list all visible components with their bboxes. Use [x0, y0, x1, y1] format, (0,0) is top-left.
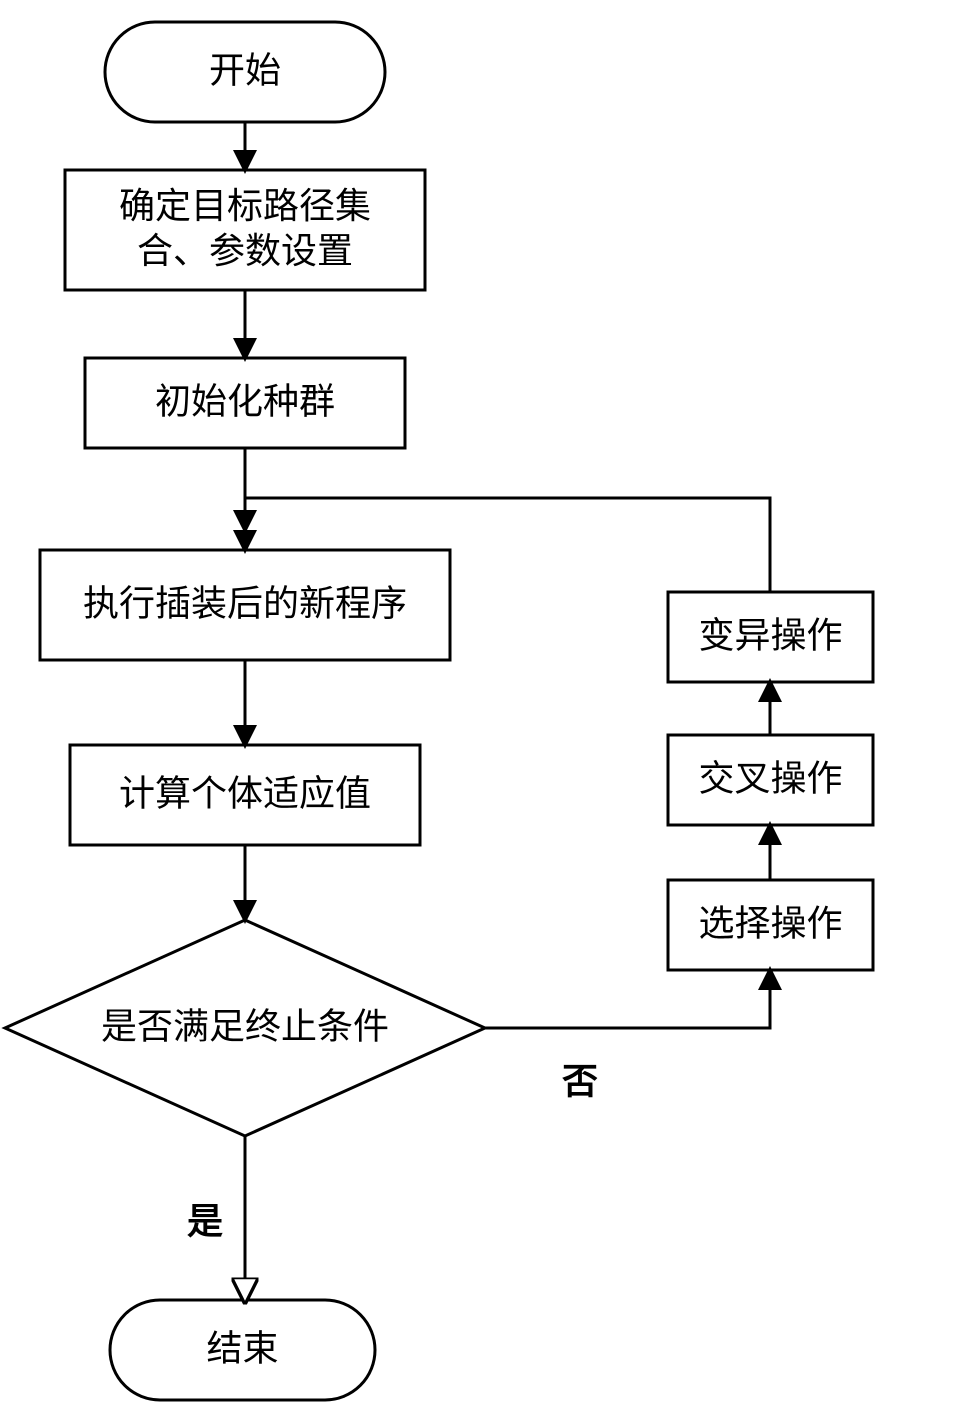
node-label: 选择操作	[698, 903, 842, 943]
node-label: 变异操作	[698, 615, 842, 655]
flowchart-svg: 开始确定目标路径集合、参数设置初始化种群执行插装后的新程序计算个体适应值是否满足…	[0, 0, 973, 1423]
edge-label: 否	[562, 1061, 598, 1101]
node-label: 计算个体适应值	[119, 773, 371, 813]
node-label: 开始	[209, 50, 281, 90]
node-initpop: 初始化种群	[85, 358, 405, 448]
node-setpath: 确定目标路径集合、参数设置	[65, 170, 425, 290]
node-fitness: 计算个体适应值	[70, 745, 420, 845]
edge-decision-select	[485, 970, 770, 1028]
node-label: 执行插装后的新程序	[83, 583, 407, 623]
nodes-group: 开始确定目标路径集合、参数设置初始化种群执行插装后的新程序计算个体适应值是否满足…	[5, 22, 873, 1400]
node-execprog: 执行插装后的新程序	[40, 550, 450, 660]
node-label: 是否满足终止条件	[101, 1006, 389, 1046]
node-label-line: 确定目标路径集	[119, 186, 371, 226]
node-cross: 交叉操作	[668, 735, 873, 825]
node-decision: 是否满足终止条件	[5, 920, 485, 1136]
node-mutate: 变异操作	[668, 592, 873, 682]
node-label: 结束	[206, 1328, 278, 1368]
edge-mutate-loopback	[245, 498, 770, 592]
node-end: 结束	[110, 1300, 375, 1400]
edge-label: 是	[187, 1201, 223, 1241]
node-start: 开始	[105, 22, 385, 122]
node-label: 初始化种群	[155, 381, 335, 421]
node-select: 选择操作	[668, 880, 873, 970]
node-label: 交叉操作	[698, 758, 842, 798]
node-label-line: 合、参数设置	[137, 231, 353, 271]
